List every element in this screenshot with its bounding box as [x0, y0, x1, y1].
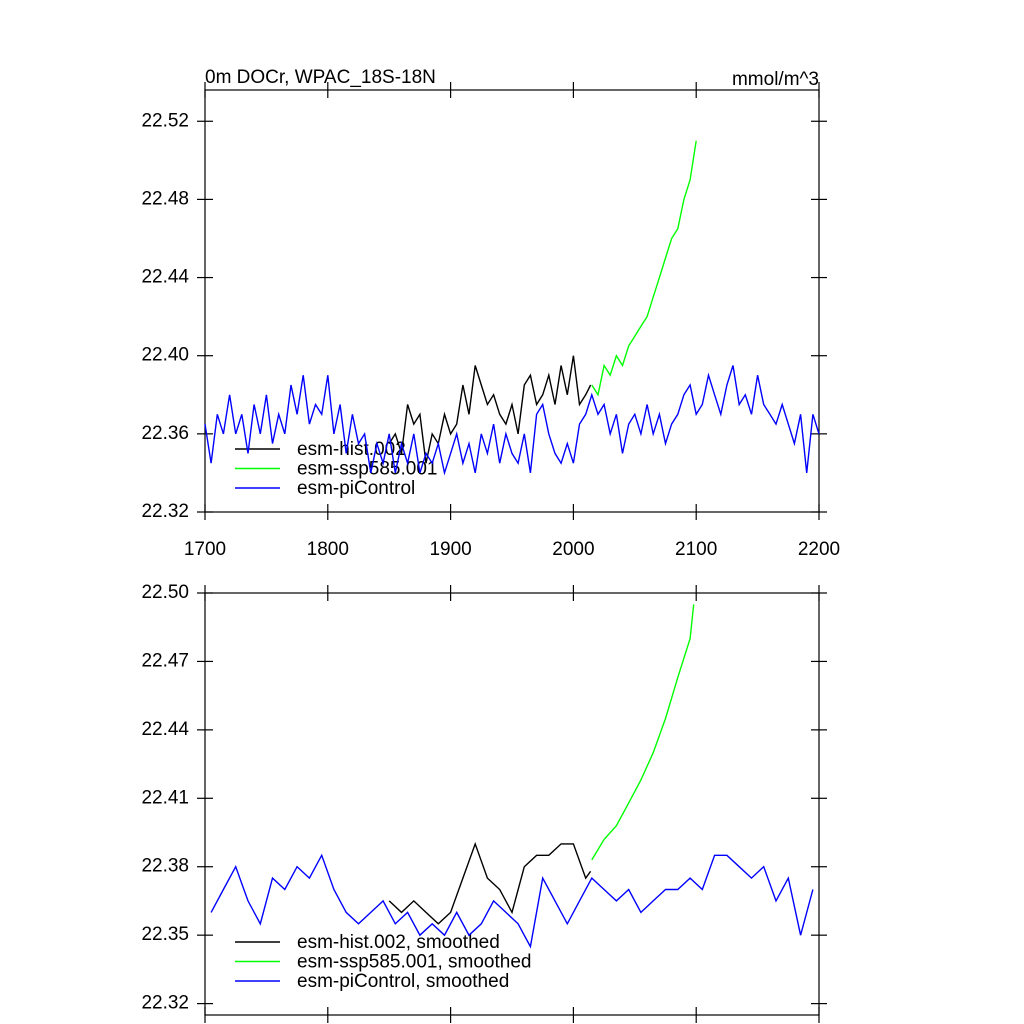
y-tick-label: 22.50	[141, 582, 189, 603]
y-tick-label: 22.36	[141, 423, 189, 444]
x-tick-label: 1900	[429, 539, 471, 560]
y-tick-label: 22.52	[141, 110, 189, 131]
x-tick-label: 2100	[675, 539, 717, 560]
y-tick-label: 22.48	[141, 188, 189, 209]
y-tick-label: 22.41	[141, 787, 189, 808]
y-tick-label: 22.44	[141, 267, 189, 288]
y-tick-label: 22.44	[141, 719, 189, 740]
y-tick-label: 22.40	[141, 345, 189, 366]
y-tick-label: 22.35	[141, 924, 189, 945]
data-line	[591, 604, 695, 861]
data-line	[591, 140, 697, 397]
legend-label: esm-ssp585.001	[297, 459, 437, 480]
data-line	[204, 365, 820, 476]
plot-frame	[204, 89, 820, 513]
legend-label: esm-hist.002	[297, 439, 406, 460]
data-line	[388, 355, 592, 464]
x-tick-label: 1700	[184, 539, 226, 560]
y-tick-label: 22.32	[141, 501, 189, 522]
x-tick-label: 1800	[307, 539, 349, 560]
x-tick-label: 2200	[798, 539, 840, 560]
y-tick-label: 22.38	[141, 856, 189, 877]
y-tick-label: 22.47	[141, 650, 189, 671]
x-tick-label: 2000	[552, 539, 594, 560]
legend-label: esm-piControl	[297, 478, 415, 499]
data-line	[388, 841, 592, 925]
y-tick-label: 22.32	[141, 993, 189, 1014]
units-label: mmol/m^3	[732, 69, 819, 90]
plot-frame	[204, 592, 820, 1016]
legend-label: esm-piControl, smoothed	[297, 971, 509, 992]
chart-title: 0m DOCr, WPAC_18S-18N	[205, 67, 436, 88]
data-line	[210, 853, 814, 949]
legend-label: esm-hist.002, smoothed	[297, 932, 500, 953]
legend-label: esm-ssp585.001, smoothed	[297, 952, 531, 973]
